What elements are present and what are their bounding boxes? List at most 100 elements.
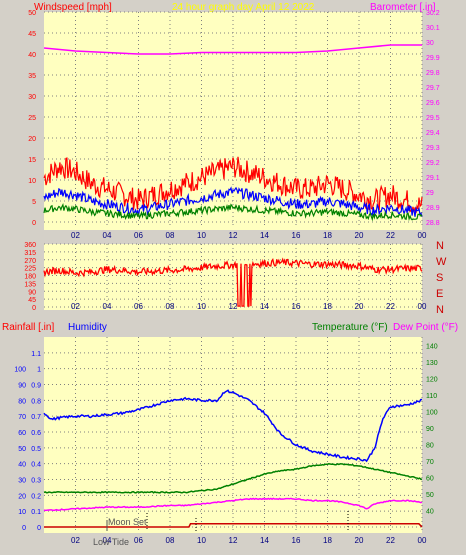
rain-y-tick: 0.2 <box>31 493 41 500</box>
baro-y-tick: 29.4 <box>426 130 440 137</box>
grid-lines <box>44 11 423 533</box>
x-tick-label: 02 <box>71 302 80 311</box>
wind-y-tick: 25 <box>28 115 36 122</box>
x-tick-label: 18 <box>323 302 332 311</box>
x-tick-label: 04 <box>103 231 112 240</box>
wind-y-tick: 35 <box>28 73 36 80</box>
humidity-y-tick: 20 <box>18 493 26 500</box>
rain-y-tick: 0.6 <box>31 430 41 437</box>
x-tick-label: 20 <box>355 302 364 311</box>
x-tick-label: 06 <box>134 536 143 545</box>
x-tick-label: 18 <box>323 536 332 545</box>
rain-y-tick: 0.5 <box>31 446 41 453</box>
humidity-y-tick: 30 <box>18 478 26 485</box>
x-tick-label: 08 <box>166 536 175 545</box>
x-tick-label: 00 <box>418 302 427 311</box>
temperature-label: Temperature (°F) <box>312 322 388 333</box>
rain-y-tick: 0.4 <box>31 462 41 469</box>
baro-y-tick: 29 <box>426 190 434 197</box>
x-tick-label: 16 <box>292 302 301 311</box>
humidity-y-tick: 40 <box>18 462 26 469</box>
humidity-y-tick: 70 <box>18 414 26 421</box>
dir-label-n-top: N <box>436 240 444 252</box>
humidity-y-tick: 90 <box>18 383 26 390</box>
x-tick-label: 12 <box>229 231 238 240</box>
humidity-y-tick: 60 <box>18 430 26 437</box>
data-series <box>43 44 423 528</box>
wind-y-tick: 0 <box>32 220 36 227</box>
x-tick-label: 08 <box>166 231 175 240</box>
direction-y-tick: 180 <box>24 274 36 281</box>
humidity-y-tick: 100 <box>14 367 26 374</box>
x-tick-label: 20 <box>355 536 364 545</box>
wind-low-series <box>43 202 423 222</box>
rain-y-tick: 0.1 <box>31 509 41 516</box>
wind-y-tick: 20 <box>28 136 36 143</box>
x-tick-label: 08 <box>166 302 175 311</box>
x-tick-label: 10 <box>197 231 206 240</box>
low-tide-annotation: Low Tide <box>93 537 129 547</box>
baro-y-tick: 29.9 <box>426 55 440 62</box>
x-tick-label: 14 <box>260 302 269 311</box>
x-tick-label: 04 <box>103 302 112 311</box>
baro-y-tick: 28.9 <box>426 205 440 212</box>
baro-y-tick: 29.3 <box>426 145 440 152</box>
x-tick-label: 10 <box>197 536 206 545</box>
baro-y-tick: 30 <box>426 40 434 47</box>
baro-y-tick: 29.7 <box>426 85 440 92</box>
temp-y-tick: 130 <box>426 360 438 367</box>
direction-y-tick: 360 <box>24 242 36 249</box>
direction-y-tick: 0 <box>32 305 36 312</box>
humidity-label: Humidity <box>68 322 107 333</box>
humidity-y-tick: 0 <box>22 525 26 532</box>
x-tick-label: 16 <box>292 231 301 240</box>
dir-label-w: W <box>436 256 447 268</box>
rain-y-tick: 0.8 <box>31 398 41 405</box>
barometer-series <box>43 44 422 55</box>
x-tick-label: 20 <box>355 231 364 240</box>
dew-point-series <box>43 497 423 512</box>
x-tick-label: 02 <box>71 231 80 240</box>
baro-y-tick: 28.8 <box>426 220 440 227</box>
temp-y-tick: 110 <box>426 393 437 400</box>
windspeed-label: Windspeed [mph] <box>34 2 112 13</box>
direction-y-tick: 135 <box>24 281 36 288</box>
x-tick-label: 02 <box>71 536 80 545</box>
x-tick-label: 12 <box>229 302 238 311</box>
baro-y-tick: 29.5 <box>426 115 440 122</box>
rain-y-tick: 0 <box>37 525 41 532</box>
wind-average-series <box>43 186 423 217</box>
direction-y-tick: 225 <box>24 266 36 273</box>
temp-y-tick: 40 <box>426 508 434 515</box>
baro-y-tick: 30.1 <box>426 25 440 32</box>
temp-y-tick: 120 <box>426 376 438 383</box>
rain-y-tick: 0.7 <box>31 414 41 421</box>
x-tick-label: 22 <box>386 231 395 240</box>
direction-y-tick: 45 <box>28 297 36 304</box>
dew-point-label: Dew Point (°F) <box>393 322 458 333</box>
barometer-label: Barometer [.in] <box>370 2 436 13</box>
x-tick-label: 16 <box>292 536 301 545</box>
x-tick-label: 06 <box>134 302 143 311</box>
temp-y-tick: 60 <box>426 475 434 482</box>
direction-y-tick: 315 <box>24 250 36 257</box>
humidity-y-tick: 80 <box>18 398 26 405</box>
humidity-series <box>43 389 423 463</box>
x-tick-label: 04 <box>103 536 112 545</box>
humidity-y-tick: 10 <box>18 509 26 516</box>
x-tick-label: 00 <box>418 536 427 545</box>
moon-set-annotation: Moon Set <box>108 517 147 527</box>
direction-y-tick: 270 <box>24 258 36 265</box>
x-tick-label: 00 <box>418 231 427 240</box>
x-tick-label: 18 <box>323 231 332 240</box>
x-tick-label: 22 <box>386 536 395 545</box>
x-tick-label: 22 <box>386 302 395 311</box>
baro-y-tick: 29.1 <box>426 175 440 182</box>
temp-humidity-panel <box>44 337 422 533</box>
chart-title: 24 hour graph day April 12 2022 <box>172 2 315 13</box>
temp-y-tick: 80 <box>426 442 434 449</box>
dir-label-s: S <box>436 272 443 284</box>
baro-y-tick: 29.6 <box>426 100 440 107</box>
baro-y-tick: 29.8 <box>426 70 440 77</box>
